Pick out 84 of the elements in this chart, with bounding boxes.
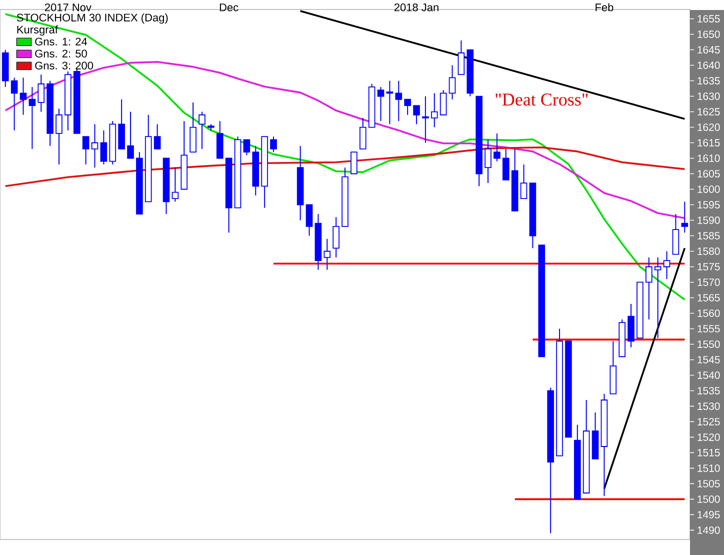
y-tick-label: 1595 [698, 201, 720, 208]
x-tick-label: 2018 Jan [394, 3, 438, 12]
candlestick [350, 152, 358, 174]
candlestick [654, 256, 662, 339]
y-tick-label: 1625 [698, 108, 720, 116]
candlestick [458, 40, 465, 76]
y-tick-label: 1525 [698, 418, 720, 426]
candlestick [324, 238, 331, 270]
y-tick-label: 1615 [698, 139, 720, 146]
candlestick [127, 111, 134, 159]
line-series [4, 13, 686, 300]
candlestick [38, 74, 45, 112]
y-tick-label: 1635 [698, 77, 720, 84]
candlestick [10, 77, 18, 131]
y-tick-label: 1605 [698, 170, 720, 178]
candlestick [681, 201, 688, 234]
candlestick [270, 136, 277, 153]
candlestick [56, 108, 62, 165]
candlestick [82, 136, 90, 165]
y-tick-label: 1535 [698, 387, 720, 394]
y-tick-label: 1510 [698, 464, 720, 472]
candlestick [198, 111, 206, 150]
chart-title: STOCKHOLM 30 INDEX (Dag) [16, 13, 168, 24]
candlestick [663, 250, 670, 280]
y-tick-label: 1550 [698, 340, 720, 348]
candlestick [484, 139, 492, 184]
y-tick-label: 1650 [698, 30, 720, 38]
candlestick [440, 90, 447, 116]
x-tick-label: 2017 Nov [44, 3, 92, 12]
y-tick-label: 1540 [698, 372, 720, 379]
y-tick-label: 1580 [698, 248, 720, 255]
y-tick-label: 1520 [698, 433, 720, 441]
y-tick-label: 1545 [698, 356, 720, 364]
annotation: "Deat Cross" [496, 94, 588, 106]
legend-label: Gns. 1: 24 [35, 38, 88, 46]
candlestick [91, 124, 98, 168]
y-tick-label: 1560 [698, 310, 720, 317]
candlestick [422, 96, 429, 144]
y-tick-label: 1515 [698, 449, 720, 456]
candlestick [448, 64, 456, 100]
candlestick [404, 98, 411, 116]
candlestick [243, 139, 250, 156]
y-tick-label: 1620 [698, 124, 720, 131]
candlestick [430, 92, 438, 128]
candlestick [413, 105, 420, 125]
candlestick [494, 132, 500, 162]
candlestick [100, 130, 108, 165]
candlestick [172, 167, 179, 202]
y-tick-label: 1500 [698, 495, 720, 503]
candlestick [502, 148, 510, 180]
candlestick [377, 86, 384, 122]
y-tick-label: 1565 [698, 294, 720, 302]
y-tick-label: 1555 [698, 325, 720, 332]
y-tick-label: 1600 [698, 186, 720, 193]
candlestick [395, 80, 402, 122]
x-tick-label: Feb [596, 3, 614, 12]
legend-title: Kursgraf [17, 25, 58, 36]
candlestick [386, 80, 394, 125]
legend-label: Gns. 3: 200 [35, 62, 94, 70]
candlestick [646, 256, 652, 320]
candlestick [154, 124, 161, 150]
candlestick [306, 204, 313, 236]
y-tick-label: 1645 [698, 46, 720, 54]
y-tick-label: 1530 [698, 402, 720, 410]
legend-label: Gns. 2: 50 [35, 50, 87, 58]
y-tick-label: 1585 [698, 232, 720, 240]
candlestick [332, 216, 340, 258]
y-tick-label: 1630 [698, 92, 720, 100]
candlestick [20, 77, 27, 116]
y-tick-label: 1570 [698, 278, 720, 286]
y-tick-label: 1655 [698, 15, 720, 23]
line-series [4, 60, 686, 219]
candlestick [520, 164, 528, 200]
y-tick-label: 1490 [698, 526, 720, 534]
x-tick-label: Dec [220, 4, 238, 12]
candlestick [28, 86, 36, 150]
y-tick-label: 1610 [698, 154, 720, 162]
candlestick [359, 117, 366, 150]
y-tick-label: 1495 [698, 510, 720, 518]
y-tick-label: 1505 [698, 480, 720, 488]
line-series [4, 146, 686, 188]
y-tick-label: 1640 [698, 62, 720, 69]
y-tick-label: 1590 [698, 216, 720, 224]
y-tick-label: 1575 [698, 263, 720, 270]
